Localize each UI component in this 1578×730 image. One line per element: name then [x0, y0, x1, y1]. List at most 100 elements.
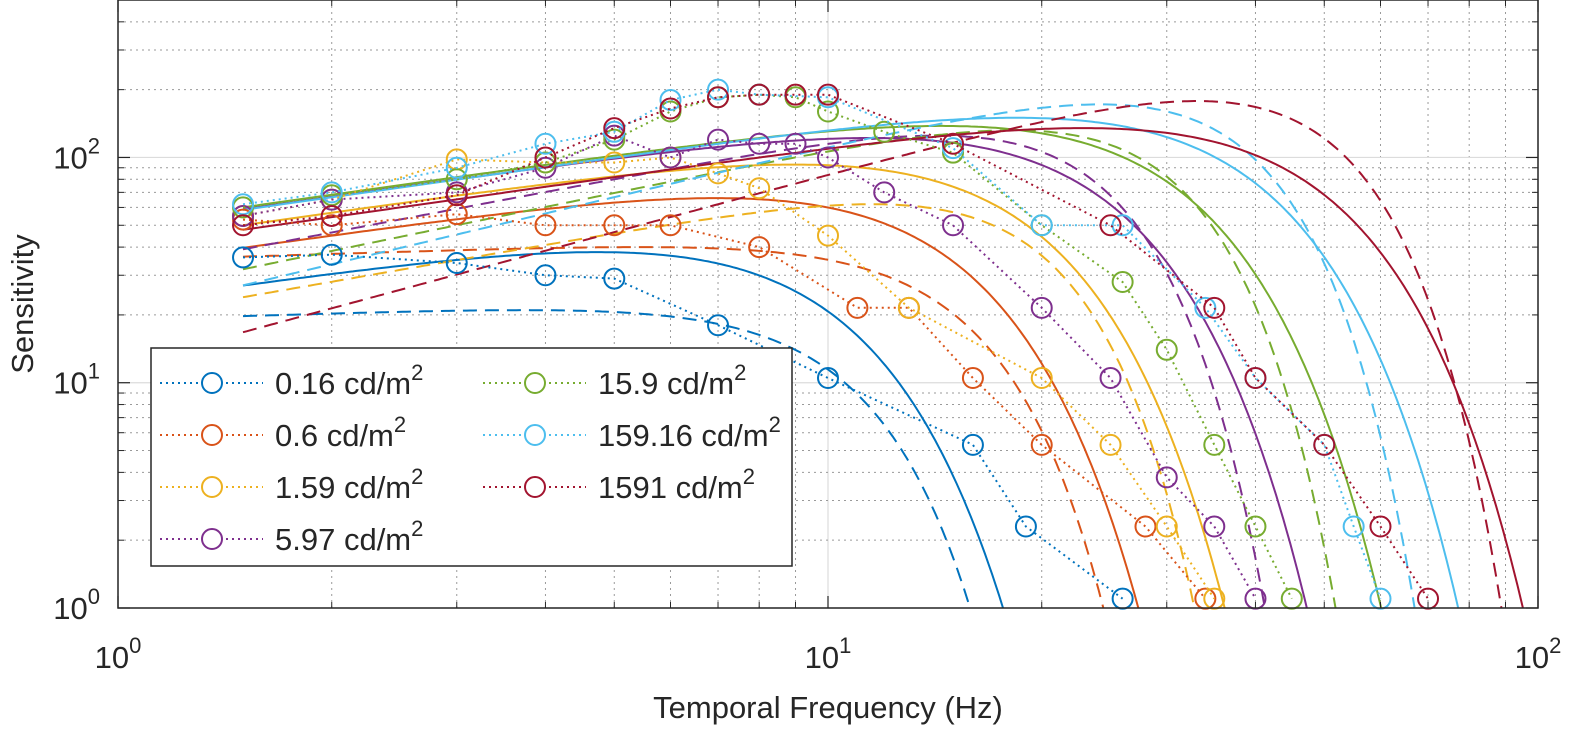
data-point [1030, 433, 1053, 456]
data-point [784, 83, 807, 106]
fit-solid-line-1 [242, 197, 1140, 608]
legend-label: 1.59 cd/m2 [275, 464, 423, 505]
data-point [659, 214, 682, 237]
fit-dashed-line-3 [242, 134, 1266, 608]
data-point [603, 117, 626, 140]
legend-marker [201, 528, 223, 550]
data-point [707, 78, 730, 101]
fit-solid-line-0 [242, 251, 1005, 608]
data-point [1099, 433, 1122, 456]
data-point [1111, 270, 1134, 293]
x-tick-label: 100 [95, 633, 142, 675]
legend-label: 0.6 cd/m2 [275, 412, 406, 453]
data-point [659, 97, 682, 120]
data-point [817, 100, 839, 123]
data-point [603, 128, 626, 151]
data-point [603, 151, 626, 174]
data-point [1342, 515, 1365, 538]
data-point [232, 214, 255, 237]
series-line [242, 134, 1257, 600]
data-point [232, 193, 255, 216]
data-point [873, 120, 896, 143]
legend-label: 1591 cd/m2 [598, 464, 755, 505]
data-point [1244, 366, 1267, 389]
legend-marker [524, 476, 546, 498]
data-point [534, 146, 557, 169]
data-point [320, 243, 343, 266]
y-axis-label: Sensitivity [5, 234, 40, 374]
fit-dashed-line-0 [242, 309, 972, 608]
x-tick-label: 102 [1515, 633, 1562, 675]
data-point [1313, 433, 1336, 456]
fit-dashed-line-1 [242, 246, 1105, 608]
series-0 [232, 243, 1134, 610]
data-point [1030, 296, 1053, 319]
data-point [897, 296, 920, 319]
data-point [961, 433, 984, 456]
data-point [707, 128, 730, 151]
data-point [707, 162, 730, 185]
data-point [320, 214, 343, 237]
legend-item-3: 5.97 cd/m2 [160, 516, 423, 557]
series-6 [232, 83, 1440, 610]
data-point [1155, 466, 1178, 489]
fit-dashed-line-4 [242, 129, 1337, 608]
y-tick-label: 100 [53, 584, 100, 626]
data-point [232, 246, 255, 269]
data-point [659, 146, 682, 169]
data-point [873, 181, 896, 204]
data-point [1030, 214, 1053, 237]
legend-label: 159.16 cd/m2 [598, 412, 781, 453]
data-point [817, 146, 839, 169]
legend: 0.16 cd/m2 0.6 cd/m2 1.59 cd/m2 5.97 cd/m2 1… [150, 347, 793, 567]
data-point [707, 86, 730, 109]
data-point [1014, 515, 1037, 538]
data-point [1099, 214, 1122, 237]
data-point [1369, 515, 1392, 538]
data-point [603, 267, 626, 290]
data-point [534, 132, 557, 155]
legend-label: 15.9 cd/m2 [598, 360, 746, 401]
legend-item-1: 0.6 cd/m2 [160, 412, 406, 453]
data-point [1203, 296, 1226, 319]
data-point [320, 181, 343, 204]
tick-labels: 100 101 102 100 101 102 [53, 133, 1561, 675]
data-point [784, 132, 807, 155]
fit-solid-line-2 [242, 163, 1226, 608]
legend-marker [524, 372, 546, 394]
data-point [320, 204, 343, 227]
legend-marker [201, 424, 223, 446]
data-point [534, 214, 557, 237]
data-point [748, 132, 771, 155]
data-point [1099, 366, 1122, 389]
data-point [445, 156, 468, 179]
data-point [942, 132, 965, 155]
data-point [748, 177, 771, 200]
fit-dashed-line-2 [242, 203, 1196, 608]
legend-marker [201, 372, 223, 394]
axis-ticks [117, 0, 1539, 609]
legend-item-4: 15.9 cd/m2 [483, 360, 746, 401]
data-point [445, 203, 468, 226]
data-point [603, 214, 626, 237]
legend-item-2: 1.59 cd/m2 [160, 464, 423, 505]
legend-item-5: 159.16 cd/m2 [483, 412, 781, 453]
data-point [1244, 515, 1267, 538]
data-series [232, 78, 1440, 610]
legend-item-0: 0.16 cd/m2 [160, 360, 423, 401]
data-point [846, 296, 869, 319]
legend-label: 5.97 cd/m2 [275, 516, 423, 557]
legend-marker [524, 424, 546, 446]
data-point [748, 236, 771, 259]
data-point [817, 83, 839, 106]
series-line [242, 253, 1124, 600]
legend-box [150, 347, 793, 567]
data-point [1155, 338, 1178, 361]
data-point [1203, 515, 1226, 538]
x-axis-label: Temporal Frequency (Hz) [653, 690, 1003, 725]
data-point [748, 83, 771, 106]
x-tick-label: 101 [805, 633, 852, 675]
data-point [232, 204, 255, 227]
legend-label: 0.16 cd/m2 [275, 360, 423, 401]
